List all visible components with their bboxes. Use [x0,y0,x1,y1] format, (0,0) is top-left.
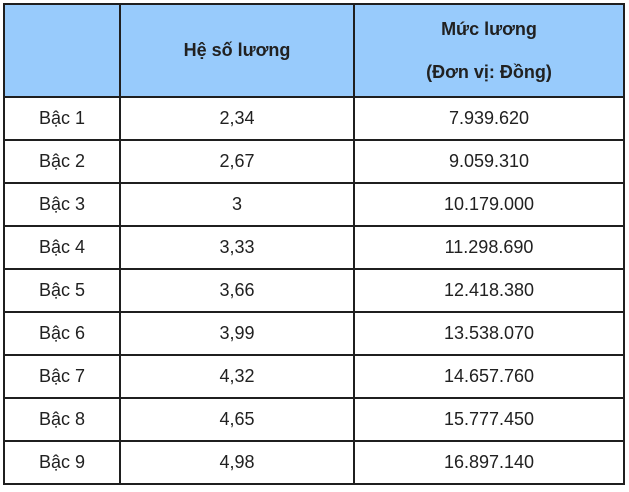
table-row: Bậc 9 4,98 16.897.140 [3,440,625,485]
header-row: Hệ số lương Mức lương (Đơn vị: Đồng) [3,3,625,98]
level-cell: Bậc 9 [3,440,121,485]
coefficient-cell: 4,98 [119,440,355,485]
salary-cell: 11.298.690 [353,225,625,270]
table-row: Bậc 6 3,99 13.538.070 [3,311,625,356]
coefficient-cell: 3,99 [119,311,355,356]
table-row: Bậc 3 3 10.179.000 [3,182,625,227]
level-cell: Bậc 2 [3,139,121,184]
salary-cell: 16.897.140 [353,440,625,485]
header-salary-title: Mức lương [441,18,537,39]
coefficient-cell: 2,67 [119,139,355,184]
table-row: Bậc 4 3,33 11.298.690 [3,225,625,270]
salary-table: Hệ số lương Mức lương (Đơn vị: Đồng) Bậc… [3,3,625,485]
table-header: Hệ số lương Mức lương (Đơn vị: Đồng) [3,3,625,98]
table-body: Bậc 1 2,34 7.939.620 Bậc 2 2,67 9.059.310 Bậc … [3,96,625,485]
salary-cell: 15.777.450 [353,397,625,442]
header-level-cell [3,3,121,98]
header-salary-cell: Mức lương (Đơn vị: Đồng) [353,3,625,98]
table-row: Bậc 5 3,66 12.418.380 [3,268,625,313]
salary-cell: 14.657.760 [353,354,625,399]
table-row: Bậc 7 4,32 14.657.760 [3,354,625,399]
coefficient-cell: 4,65 [119,397,355,442]
header-salary-unit: (Đơn vị: Đồng) [426,61,552,82]
level-cell: Bậc 1 [3,96,121,141]
level-cell: Bậc 8 [3,397,121,442]
coefficient-cell: 4,32 [119,354,355,399]
coefficient-cell: 3,66 [119,268,355,313]
table-row: Bậc 1 2,34 7.939.620 [3,96,625,141]
level-cell: Bậc 4 [3,225,121,270]
level-cell: Bậc 6 [3,311,121,356]
level-cell: Bậc 3 [3,182,121,227]
table-row: Bậc 2 2,67 9.059.310 [3,139,625,184]
table-row: Bậc 8 4,65 15.777.450 [3,397,625,442]
salary-cell: 9.059.310 [353,139,625,184]
coefficient-cell: 3,33 [119,225,355,270]
level-cell: Bậc 7 [3,354,121,399]
coefficient-cell: 2,34 [119,96,355,141]
header-coefficient-cell: Hệ số lương [119,3,355,98]
salary-cell: 7.939.620 [353,96,625,141]
level-cell: Bậc 5 [3,268,121,313]
salary-cell: 10.179.000 [353,182,625,227]
coefficient-cell: 3 [119,182,355,227]
salary-cell: 12.418.380 [353,268,625,313]
salary-cell: 13.538.070 [353,311,625,356]
